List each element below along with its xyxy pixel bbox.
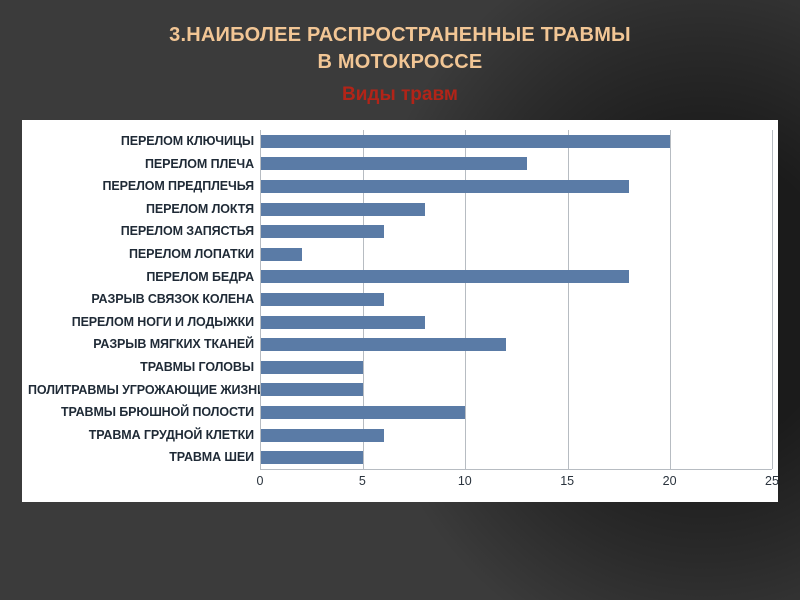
title-line-2: В МОТОКРОССЕ — [318, 51, 483, 73]
y-label: ПЕРЕЛОМ ЛОКТЯ — [28, 198, 260, 221]
bar-row — [261, 243, 772, 266]
x-tick: 0 — [257, 474, 264, 488]
x-axis: 0 5 10 15 20 25 — [260, 469, 772, 498]
y-label: ПЕРЕЛОМ НОГИ И ЛОДЫЖКИ — [28, 311, 260, 334]
bar — [261, 225, 384, 238]
bar — [261, 451, 363, 464]
bar — [261, 406, 465, 419]
bar — [261, 270, 629, 283]
y-label: ТРАВМЫ ГОЛОВЫ — [28, 356, 260, 379]
bar — [261, 248, 302, 261]
chart-panel: ПЕРЕЛОМ КЛЮЧИЦЫ ПЕРЕЛОМ ПЛЕЧА ПЕРЕЛОМ ПР… — [22, 120, 778, 502]
y-label: ПЕРЕЛОМ КЛЮЧИЦЫ — [28, 130, 260, 153]
bar — [261, 383, 363, 396]
plot-area — [260, 130, 772, 469]
y-label: ТРАВМЫ БРЮШНОЙ ПОЛОСТИ — [28, 401, 260, 424]
y-label: ПЕРЕЛОМ ЛОПАТКИ — [28, 243, 260, 266]
y-label: ПЕРЕЛОМ ПРЕДПЛЕЧЬЯ — [28, 175, 260, 198]
slide-subtitle: Виды травм — [0, 84, 800, 106]
bar-row — [261, 198, 772, 221]
y-label: РАЗРЫВ МЯГКИХ ТКАНЕЙ — [28, 333, 260, 356]
gridline — [772, 130, 773, 469]
bar-row — [261, 288, 772, 311]
chart-plot-wrap: ПЕРЕЛОМ КЛЮЧИЦЫ ПЕРЕЛОМ ПЛЕЧА ПЕРЕЛОМ ПР… — [28, 130, 772, 469]
bar-row — [261, 153, 772, 176]
bar-row — [261, 401, 772, 424]
title-line-1: 3.НАИБОЛЕЕ РАСПРОСТРАНЕННЫЕ ТРАВМЫ — [169, 24, 631, 46]
bar — [261, 361, 363, 374]
bar-row — [261, 446, 772, 469]
x-tick: 20 — [663, 474, 677, 488]
bar-row — [261, 130, 772, 153]
y-label: ПЕРЕЛОМ ПЛЕЧА — [28, 153, 260, 176]
x-tick: 15 — [560, 474, 574, 488]
bar-row — [261, 311, 772, 334]
bar — [261, 316, 425, 329]
bar-row — [261, 356, 772, 379]
y-label: ПЕРЕЛОМ ЗАПЯСТЬЯ — [28, 220, 260, 243]
bar — [261, 135, 670, 148]
bar-row — [261, 220, 772, 243]
y-label: ПОЛИТРАВМЫ УГРОЖАЮЩИЕ ЖИЗНИ — [28, 379, 260, 402]
x-tick: 10 — [458, 474, 472, 488]
x-tick: 5 — [359, 474, 366, 488]
bar — [261, 293, 384, 306]
y-label: ТРАВМА ГРУДНОЙ КЛЕТКИ — [28, 424, 260, 447]
x-tick: 25 — [765, 474, 779, 488]
bar-row — [261, 266, 772, 289]
y-label: РАЗРЫВ СВЯЗОК КОЛЕНА — [28, 288, 260, 311]
y-axis-labels: ПЕРЕЛОМ КЛЮЧИЦЫ ПЕРЕЛОМ ПЛЕЧА ПЕРЕЛОМ ПР… — [28, 130, 260, 469]
bar-row — [261, 175, 772, 198]
bar — [261, 338, 506, 351]
bar — [261, 203, 425, 216]
bar — [261, 429, 384, 442]
slide: 3.НАИБОЛЕЕ РАСПРОСТРАНЕННЫЕ ТРАВМЫ В МОТ… — [0, 0, 800, 600]
y-label: ПЕРЕЛОМ БЕДРА — [28, 266, 260, 289]
y-label: ТРАВМА ШЕИ — [28, 446, 260, 469]
bar-row — [261, 424, 772, 447]
slide-title: 3.НАИБОЛЕЕ РАСПРОСТРАНЕННЫЕ ТРАВМЫ В МОТ… — [0, 22, 800, 76]
bar — [261, 180, 629, 193]
bars-container — [261, 130, 772, 469]
bar-row — [261, 333, 772, 356]
bar — [261, 157, 527, 170]
bar-row — [261, 379, 772, 402]
